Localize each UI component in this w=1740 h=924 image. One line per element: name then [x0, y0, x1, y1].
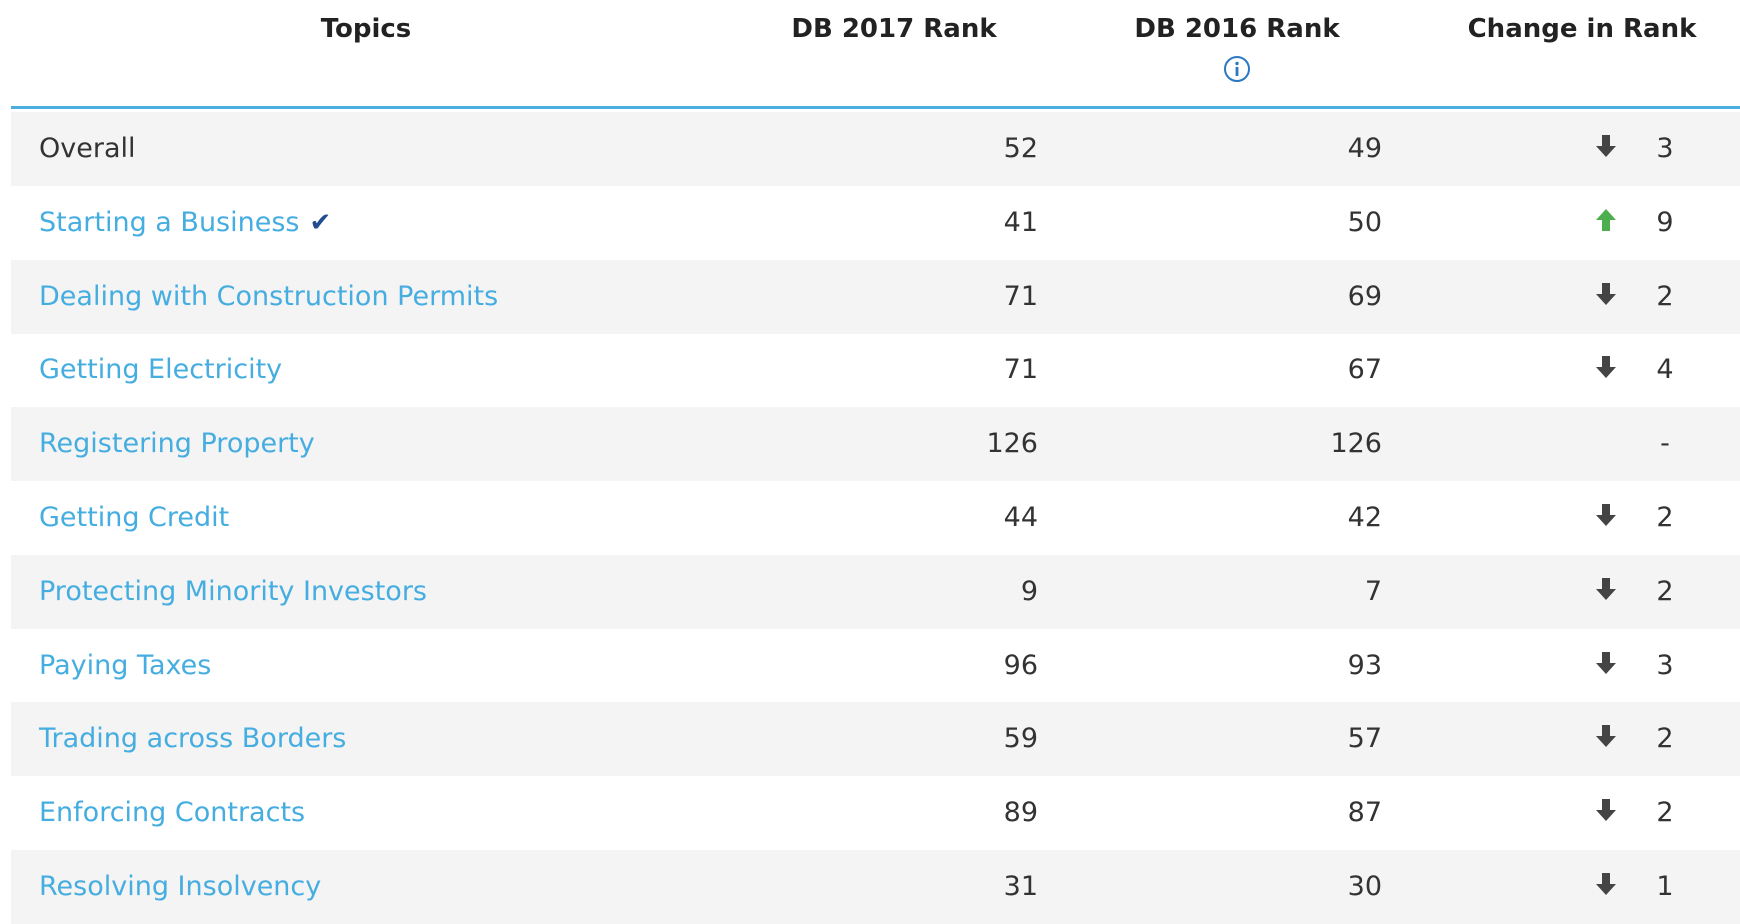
rank-2017: 59 [1003, 723, 1038, 755]
rank-2016: 50 [1347, 206, 1382, 238]
arrow-down [1596, 135, 1616, 157]
topic-cell: Resolving Insolvency [39, 850, 321, 924]
change-value: 2 [1656, 502, 1674, 533]
rank-2017: 41 [1003, 206, 1038, 238]
rank-2017: 9 [1020, 575, 1038, 607]
change-value: 2 [1656, 723, 1674, 755]
table-row: Paying Taxes 96 93 3 [11, 629, 1740, 703]
topic-cell: Overall [39, 112, 136, 186]
rank-2016: 30 [1347, 871, 1382, 902]
table-row: Resolving Insolvency 31 30 1 [11, 850, 1740, 924]
topic-link[interactable]: Dealing with Construction Permits [39, 280, 499, 312]
arrow-up [1596, 208, 1616, 231]
change-value: 2 [1656, 280, 1674, 312]
table-row: Trading across Borders 59 57 2 [11, 702, 1740, 777]
info-icon[interactable] [1222, 54, 1252, 84]
topic-cell: Starting a Business ✔ [39, 186, 331, 260]
rank-2017: 126 [986, 428, 1038, 460]
change-value: 2 [1656, 797, 1674, 829]
rank-2016: 67 [1347, 354, 1382, 386]
topic-cell: Paying Taxes [39, 629, 211, 703]
rank-2016: 49 [1347, 133, 1382, 164]
arrow-down [1596, 799, 1616, 822]
change-value: 1 [1656, 871, 1674, 902]
table-row: Getting Electricity 71 67 4 [11, 333, 1740, 407]
topic-link[interactable]: Protecting Minority Investors [39, 575, 427, 607]
topic-cell: Enforcing Contracts [39, 776, 305, 850]
arrow-down [1596, 282, 1616, 305]
topic-link[interactable]: Paying Taxes [39, 649, 212, 681]
rank-2016: 93 [1347, 649, 1382, 681]
header-2016: DB 2016 Rank [1134, 14, 1340, 44]
change-value: 9 [1656, 206, 1674, 238]
rank-2017: 71 [1003, 354, 1038, 386]
topic-link[interactable]: Getting Credit [39, 502, 230, 533]
topic-cell: Registering Property [39, 407, 315, 481]
topic-cell: Protecting Minority Investors [39, 555, 427, 629]
table-row: Enforcing Contracts 89 87 2 [11, 776, 1740, 850]
header-rule [11, 106, 1740, 109]
table-row: Dealing with Construction Permits 71 69 2 [11, 259, 1740, 334]
topic-cell: Trading across Borders [39, 702, 346, 776]
check-icon: ✔ [309, 207, 332, 238]
rank-2017: 71 [1003, 280, 1038, 312]
arrow-down [1596, 577, 1616, 600]
rank-2016: 42 [1347, 502, 1382, 533]
rank-2016: 69 [1347, 280, 1382, 312]
topic-link[interactable]: Starting a Business [39, 206, 300, 238]
topic-cell: Dealing with Construction Permits [39, 260, 498, 334]
arrow-down [1596, 873, 1616, 895]
topic-link[interactable]: Trading across Borders [39, 723, 347, 755]
rank-2016: 126 [1330, 428, 1382, 460]
topic-link[interactable]: Enforcing Contracts [39, 797, 306, 829]
topic-cell: Getting Credit [39, 481, 229, 555]
rank-2016: 87 [1347, 797, 1382, 829]
table-row: Protecting Minority Investors 9 7 2 [11, 554, 1740, 629]
change-value: 2 [1656, 575, 1674, 607]
table-row: Registering Property 126 126 - [11, 407, 1740, 482]
rank-2017: 89 [1003, 797, 1038, 829]
table-row: Starting a Business ✔ 41 50 9 [11, 186, 1740, 260]
header-topics: Topics [320, 14, 412, 44]
rank-2016: 7 [1364, 575, 1382, 607]
table-row: Overall 52 49 3 [11, 112, 1740, 186]
table-row: Getting Credit 44 42 2 [11, 481, 1740, 555]
change-value: 4 [1656, 354, 1674, 386]
header-2017: DB 2017 Rank [791, 14, 997, 44]
rank-2017: 31 [1003, 871, 1038, 902]
topic-link[interactable]: Getting Electricity [39, 354, 283, 386]
rank-2017: 96 [1003, 649, 1038, 681]
header-change: Change in Rank [1467, 14, 1697, 44]
topic-link[interactable]: Registering Property [39, 428, 315, 460]
topic-label: Overall [39, 133, 136, 164]
arrow-down [1596, 725, 1616, 748]
arrow-down [1596, 356, 1616, 379]
arrow-down [1596, 651, 1616, 674]
topic-cell: Getting Electricity [39, 333, 282, 407]
change-value: - [1660, 428, 1670, 460]
rank-2017: 52 [1003, 133, 1038, 164]
change-value: 3 [1656, 649, 1674, 681]
rank-2017: 44 [1003, 502, 1038, 533]
arrow-down [1596, 504, 1616, 526]
change-value: 3 [1656, 133, 1674, 164]
rank-2016: 57 [1347, 723, 1382, 755]
topic-link[interactable]: Resolving Insolvency [39, 871, 322, 902]
